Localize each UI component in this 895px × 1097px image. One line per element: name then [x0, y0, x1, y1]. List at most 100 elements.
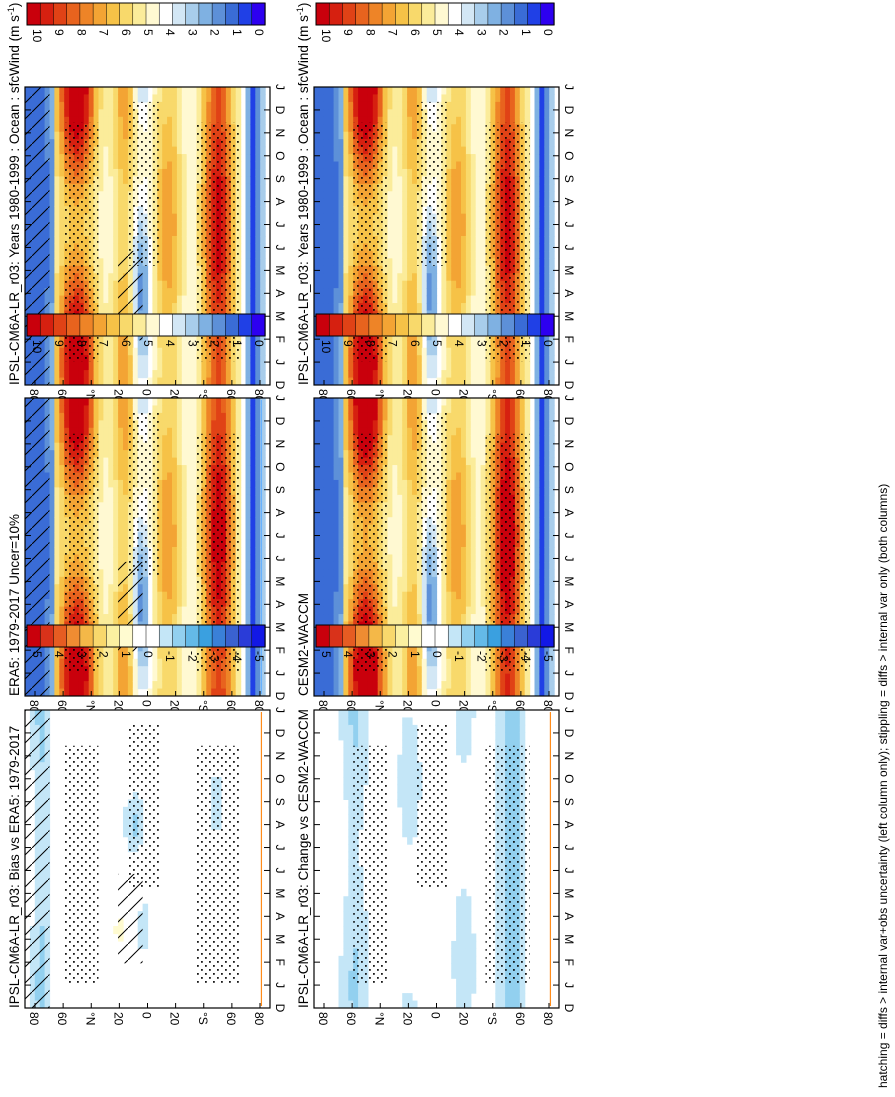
x-tick-label: A [273, 821, 287, 829]
x-tick-label: J [273, 707, 287, 713]
y-tick-label: 0 [429, 700, 443, 707]
colorbar-swatch [500, 313, 515, 337]
colorbar-label: 4 [163, 29, 177, 36]
x-tick-label: S [273, 486, 287, 494]
panel-title: ERA5: 1979-2017 Uncer=10% [7, 514, 22, 696]
x-tick-label: M [562, 888, 576, 898]
colorbar-label: 8 [74, 29, 88, 36]
y-tick-label: 20 [400, 1012, 414, 1026]
colorbar-label: 7 [97, 29, 111, 36]
colorbar-label: 7 [386, 29, 400, 36]
colorbar-swatch [251, 313, 266, 337]
colorbar-swatch [158, 2, 174, 26]
x-tick-label: S [273, 798, 287, 806]
y-tick-label: °N [372, 1012, 386, 1025]
colorbar-swatch [225, 2, 240, 26]
x-tick-label: N [562, 440, 576, 449]
y-tick-label: 60 [224, 1012, 238, 1026]
colorbar-swatch [92, 2, 107, 26]
x-tick-label: M [562, 622, 576, 632]
colorbar: 10 9 8 7 6 5 4 3 2 1 0 [315, 2, 555, 43]
colorbar-swatch [132, 2, 147, 26]
colorbar-swatch [145, 313, 160, 337]
colorbar-swatch [447, 313, 463, 337]
colorbar-swatch [119, 313, 134, 337]
colorbar-swatch [527, 2, 542, 26]
colorbar-label: 4 [452, 29, 466, 36]
x-tick-label: J [273, 359, 287, 365]
x-tick-label: A [273, 912, 287, 920]
x-tick-label: J [562, 533, 576, 539]
colorbar-swatch [198, 2, 213, 26]
x-tick-label: J [562, 359, 576, 365]
x-tick-label: A [562, 509, 576, 517]
x-tick-label: D [273, 381, 287, 390]
colorbar-swatch [434, 313, 449, 337]
colorbar-swatch [408, 313, 423, 337]
colorbar-swatch [355, 313, 370, 337]
colorbar-swatch [408, 2, 423, 26]
colorbar-label: 0 [541, 29, 555, 36]
x-tick-label: D [562, 1004, 576, 1013]
colorbar-swatch [487, 313, 502, 337]
colorbar-label: 1 [119, 651, 133, 658]
x-tick-label: O [562, 462, 576, 471]
colorbar-swatch [315, 624, 330, 648]
colorbar-swatch [39, 313, 55, 337]
x-tick-label: S [562, 486, 576, 494]
colorbar-swatch [381, 313, 396, 337]
colorbar-swatch [328, 313, 344, 337]
colorbar-swatch [119, 2, 134, 26]
colorbar-swatch [198, 313, 213, 337]
colorbar-label: 3 [74, 651, 88, 658]
colorbar-label: 0 [252, 340, 266, 347]
colorbar-swatch [251, 624, 266, 648]
x-tick-label: A [562, 912, 576, 920]
colorbar-swatch [421, 624, 436, 648]
colorbar-swatch [39, 2, 55, 26]
colorbar-swatch [211, 313, 226, 337]
colorbar-swatch [172, 2, 187, 26]
colorbar-label: -3 [497, 651, 511, 662]
x-tick-label: J [562, 555, 576, 561]
colorbar-label: -4 [230, 651, 244, 662]
colorbar-label: 7 [97, 340, 111, 347]
colorbar-swatch [26, 624, 41, 648]
colorbar-swatch [132, 624, 147, 648]
colorbar: 10 9 8 7 6 5 4 3 2 1 0 [26, 313, 266, 354]
colorbar-swatch [434, 2, 449, 26]
colorbar-swatch [514, 624, 529, 648]
x-tick-label: D [273, 692, 287, 701]
colorbar-label: 3 [474, 340, 488, 347]
colorbar-label: 8 [363, 340, 377, 347]
colorbar-swatch [421, 313, 436, 337]
panel-title: CESM2-WACCM [296, 593, 311, 696]
colorbar-label: 6 [408, 29, 422, 36]
colorbar-swatch [198, 624, 213, 648]
colorbar-label: 5 [430, 340, 444, 347]
x-tick-label: J [273, 244, 287, 250]
colorbar-swatch [368, 624, 383, 648]
colorbar-swatch [53, 2, 68, 26]
x-tick-label: J [273, 867, 287, 873]
y-tick-label: 0 [140, 1012, 154, 1019]
y-tick-label: 20 [168, 1012, 182, 1026]
colorbar-swatch [145, 2, 160, 26]
colorbar-swatch [315, 2, 330, 26]
colorbar-swatch [53, 624, 68, 648]
colorbar-swatch [461, 2, 476, 26]
colorbar-label: 3 [474, 29, 488, 36]
colorbar-label: 4 [341, 651, 355, 658]
colorbar-swatch [92, 624, 107, 648]
colorbar-swatch [474, 313, 489, 337]
colorbar-swatch [211, 624, 226, 648]
colorbar-label: 1 [519, 29, 533, 36]
colorbar-label: 2 [208, 340, 222, 347]
y-tick-label: 80 [541, 1012, 555, 1026]
colorbar-swatch [540, 313, 555, 337]
colorbar-swatch [395, 313, 410, 337]
x-tick-label: J [273, 555, 287, 561]
colorbar-label: 1 [408, 651, 422, 658]
stipple-region [196, 745, 241, 985]
figure-caption: hatching = diffs > internal var+obs unce… [876, 484, 890, 1088]
